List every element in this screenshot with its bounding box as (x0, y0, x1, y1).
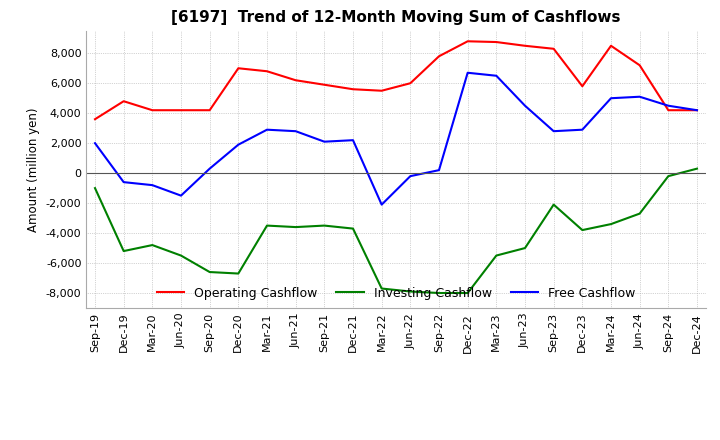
Investing Cashflow (91, 186, 99, 191)
Free Cashflow (406, 173, 415, 179)
Investing Cashflow (607, 221, 616, 227)
Operating Cashflow (205, 107, 214, 113)
Operating Cashflow (263, 69, 271, 74)
Free Cashflow (205, 166, 214, 171)
Investing Cashflow (320, 223, 328, 228)
Free Cashflow (292, 128, 300, 134)
Investing Cashflow (120, 249, 128, 254)
Free Cashflow (464, 70, 472, 75)
Investing Cashflow (693, 166, 701, 171)
Free Cashflow (693, 107, 701, 113)
Investing Cashflow (263, 223, 271, 228)
Free Cashflow (320, 139, 328, 144)
Operating Cashflow (176, 107, 185, 113)
Operating Cashflow (320, 82, 328, 88)
Line: Operating Cashflow: Operating Cashflow (95, 41, 697, 119)
Operating Cashflow (664, 107, 672, 113)
Operating Cashflow (492, 40, 500, 45)
Operating Cashflow (549, 46, 558, 51)
Free Cashflow (234, 142, 243, 147)
Free Cashflow (91, 140, 99, 146)
Free Cashflow (348, 138, 357, 143)
Operating Cashflow (693, 107, 701, 113)
Investing Cashflow (348, 226, 357, 231)
Operating Cashflow (234, 66, 243, 71)
Investing Cashflow (464, 290, 472, 296)
Operating Cashflow (292, 77, 300, 83)
Title: [6197]  Trend of 12-Month Moving Sum of Cashflows: [6197] Trend of 12-Month Moving Sum of C… (171, 11, 621, 26)
Operating Cashflow (578, 84, 587, 89)
Investing Cashflow (148, 242, 157, 248)
Investing Cashflow (406, 289, 415, 294)
Operating Cashflow (464, 39, 472, 44)
Investing Cashflow (664, 173, 672, 179)
Free Cashflow (120, 180, 128, 185)
Operating Cashflow (120, 99, 128, 104)
Free Cashflow (664, 103, 672, 108)
Free Cashflow (521, 103, 529, 108)
Investing Cashflow (377, 286, 386, 291)
Operating Cashflow (377, 88, 386, 93)
Y-axis label: Amount (million yen): Amount (million yen) (27, 107, 40, 231)
Investing Cashflow (492, 253, 500, 258)
Operating Cashflow (148, 107, 157, 113)
Line: Investing Cashflow: Investing Cashflow (95, 169, 697, 293)
Operating Cashflow (435, 54, 444, 59)
Free Cashflow (635, 94, 644, 99)
Investing Cashflow (549, 202, 558, 207)
Operating Cashflow (91, 117, 99, 122)
Free Cashflow (435, 168, 444, 173)
Free Cashflow (549, 128, 558, 134)
Free Cashflow (263, 127, 271, 132)
Free Cashflow (176, 193, 185, 198)
Investing Cashflow (578, 227, 587, 233)
Investing Cashflow (234, 271, 243, 276)
Investing Cashflow (176, 253, 185, 258)
Free Cashflow (492, 73, 500, 78)
Investing Cashflow (205, 269, 214, 275)
Operating Cashflow (406, 81, 415, 86)
Investing Cashflow (521, 246, 529, 251)
Line: Free Cashflow: Free Cashflow (95, 73, 697, 205)
Investing Cashflow (435, 290, 444, 296)
Legend: Operating Cashflow, Investing Cashflow, Free Cashflow: Operating Cashflow, Investing Cashflow, … (152, 282, 640, 304)
Free Cashflow (607, 95, 616, 101)
Free Cashflow (377, 202, 386, 207)
Investing Cashflow (635, 211, 644, 216)
Operating Cashflow (348, 87, 357, 92)
Investing Cashflow (292, 224, 300, 230)
Operating Cashflow (521, 43, 529, 48)
Free Cashflow (578, 127, 587, 132)
Operating Cashflow (607, 43, 616, 48)
Free Cashflow (148, 183, 157, 188)
Operating Cashflow (635, 62, 644, 68)
